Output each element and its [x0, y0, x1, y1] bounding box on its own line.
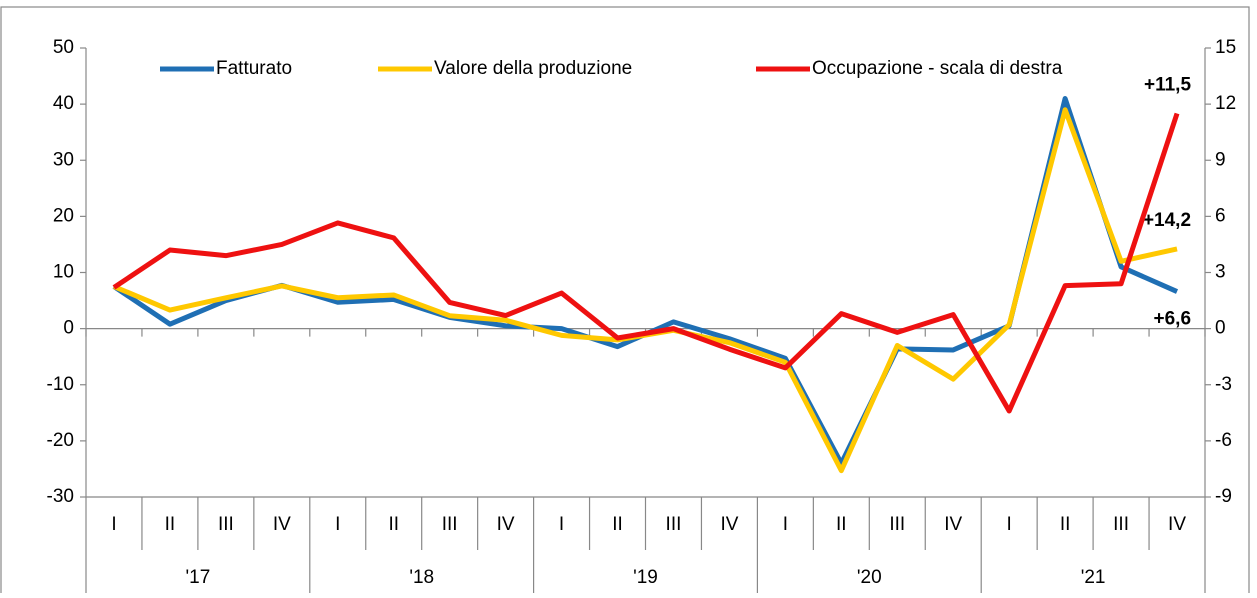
y2-tick-label: 9	[1215, 149, 1226, 170]
data-label: +14,2	[1143, 210, 1191, 231]
y-tick-label: 40	[53, 93, 74, 114]
y2-tick-label: 3	[1215, 262, 1226, 283]
x-tick-label: I	[1007, 514, 1012, 535]
y-tick-label: 10	[53, 262, 74, 283]
x-tick-label: I	[559, 514, 564, 535]
x-tick-label: I	[335, 514, 340, 535]
x-tick-label: I	[783, 514, 788, 535]
y2-tick-label: -3	[1215, 374, 1232, 395]
y-tick-label: 0	[63, 318, 74, 339]
y2-tick-label: 0	[1215, 318, 1226, 339]
x-tick-label: IV	[720, 514, 738, 535]
x-tick-label: II	[1060, 514, 1071, 535]
year-label: '17	[186, 567, 211, 588]
series-line	[112, 112, 1180, 414]
year-label: '21	[1081, 567, 1106, 588]
x-tick-label: III	[889, 514, 905, 535]
series-line	[113, 107, 1178, 474]
x-tick-label: IV	[273, 514, 291, 535]
y2-tick-label: 12	[1215, 93, 1236, 114]
x-tick-label: I	[111, 514, 116, 535]
year-label: '20	[857, 567, 882, 588]
series-line	[112, 96, 1179, 466]
legend-label: Fatturato	[216, 58, 292, 79]
x-tick-label: II	[612, 514, 623, 535]
x-tick-label: II	[388, 514, 399, 535]
x-tick-label: II	[165, 514, 176, 535]
y-tick-label: -20	[47, 430, 74, 451]
y-tick-label: 30	[53, 149, 74, 170]
y-tick-label: -30	[47, 486, 74, 507]
x-tick-label: III	[666, 514, 682, 535]
legend-label: Occupazione - scala di destra	[812, 58, 1063, 79]
y-tick-label: 20	[53, 205, 74, 226]
x-tick-label: III	[1113, 514, 1129, 535]
legend-label: Valore della produzione	[434, 58, 632, 79]
y2-tick-label: 6	[1215, 205, 1226, 226]
x-tick-label: IV	[1168, 514, 1186, 535]
data-label: +11,5	[1144, 74, 1191, 95]
data-label: +6,6	[1154, 309, 1192, 330]
x-tick-label: IV	[944, 514, 962, 535]
x-tick-label: II	[836, 514, 847, 535]
year-label: '18	[409, 567, 434, 588]
x-tick-label: III	[442, 514, 458, 535]
year-label: '19	[633, 567, 658, 588]
y2-tick-label: 15	[1215, 37, 1236, 58]
y2-tick-label: -6	[1215, 430, 1232, 451]
x-tick-label: IV	[497, 514, 515, 535]
chart-frame	[0, 6, 1250, 598]
x-tick-label: III	[218, 514, 234, 535]
y2-tick-label: -9	[1215, 486, 1232, 507]
y-tick-label: -10	[47, 374, 74, 395]
y-tick-label: 50	[53, 37, 74, 58]
